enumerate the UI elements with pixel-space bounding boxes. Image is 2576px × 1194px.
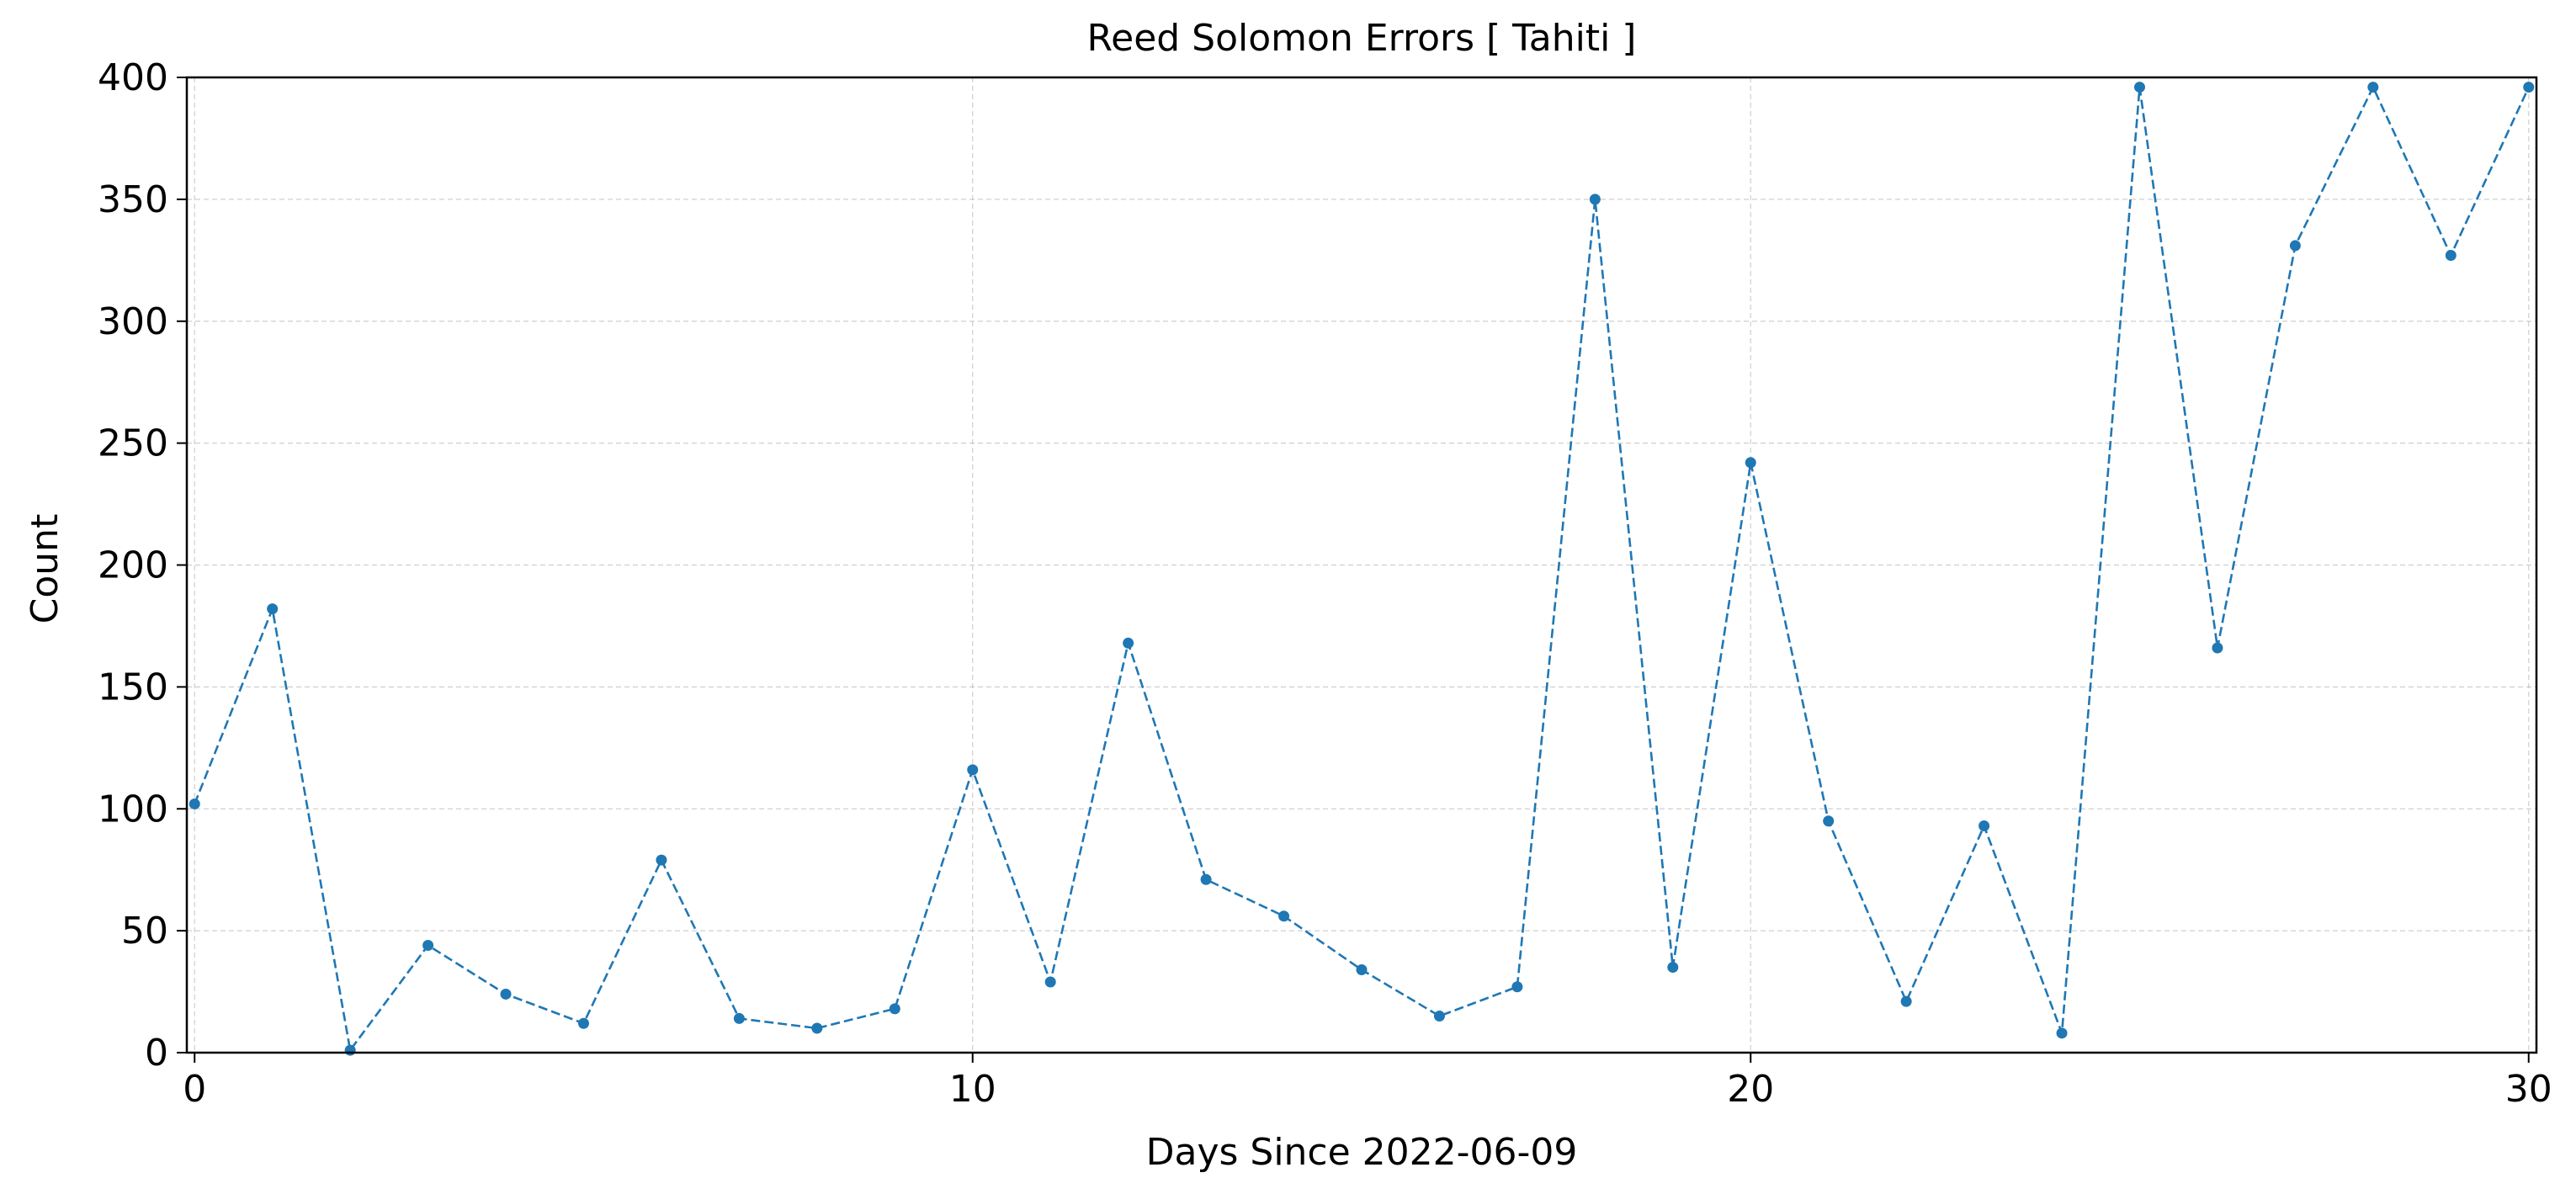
data-point xyxy=(189,798,200,809)
data-point xyxy=(967,764,979,776)
data-point xyxy=(422,940,434,952)
data-point xyxy=(1200,873,1212,885)
chart-title: Reed Solomon Errors [ Tahiti ] xyxy=(1087,17,1637,60)
data-point xyxy=(500,988,512,1000)
data-point xyxy=(2445,250,2456,262)
data-point xyxy=(577,1017,589,1029)
y-tick-label: 0 xyxy=(145,1032,168,1075)
data-point xyxy=(1589,194,1601,205)
data-point xyxy=(811,1022,823,1034)
data-point xyxy=(2367,82,2379,93)
data-point xyxy=(1667,962,1679,974)
y-tick-label: 50 xyxy=(121,910,168,953)
y-tick-label: 150 xyxy=(98,666,168,708)
data-point xyxy=(2212,642,2223,654)
y-tick-label: 100 xyxy=(98,788,168,830)
data-point xyxy=(1978,820,1990,832)
data-point xyxy=(2289,240,2301,252)
y-tick-label: 250 xyxy=(98,422,168,465)
y-tick-label: 400 xyxy=(98,56,168,99)
data-point xyxy=(1823,815,1835,827)
data-point xyxy=(2056,1027,2068,1039)
x-tick-label: 20 xyxy=(1727,1068,1774,1111)
y-tick-label: 200 xyxy=(98,544,168,587)
y-axis-label: Count xyxy=(24,514,66,624)
x-tick-label: 0 xyxy=(183,1068,206,1111)
y-tick-label: 300 xyxy=(98,300,168,343)
data-points xyxy=(189,82,2535,1056)
y-tick-label: 350 xyxy=(98,178,168,221)
data-point xyxy=(1433,1011,1445,1022)
data-point xyxy=(2523,82,2535,93)
data-point xyxy=(1044,976,1056,988)
data-point xyxy=(1900,995,1912,1007)
x-tick-label: 30 xyxy=(2505,1068,2552,1111)
data-point xyxy=(733,1012,745,1024)
data-point xyxy=(1356,963,1368,975)
data-point xyxy=(656,854,667,866)
data-point xyxy=(267,603,279,615)
x-tick-label: 10 xyxy=(949,1068,996,1111)
x-axis-label: Days Since 2022-06-09 xyxy=(1146,1131,1578,1174)
data-point xyxy=(1511,981,1523,993)
data-point xyxy=(2134,82,2146,93)
data-point xyxy=(889,1003,900,1015)
data-point xyxy=(1278,910,1290,922)
data-point xyxy=(344,1044,356,1056)
data-point xyxy=(1745,457,1756,469)
data-point xyxy=(1123,637,1134,649)
